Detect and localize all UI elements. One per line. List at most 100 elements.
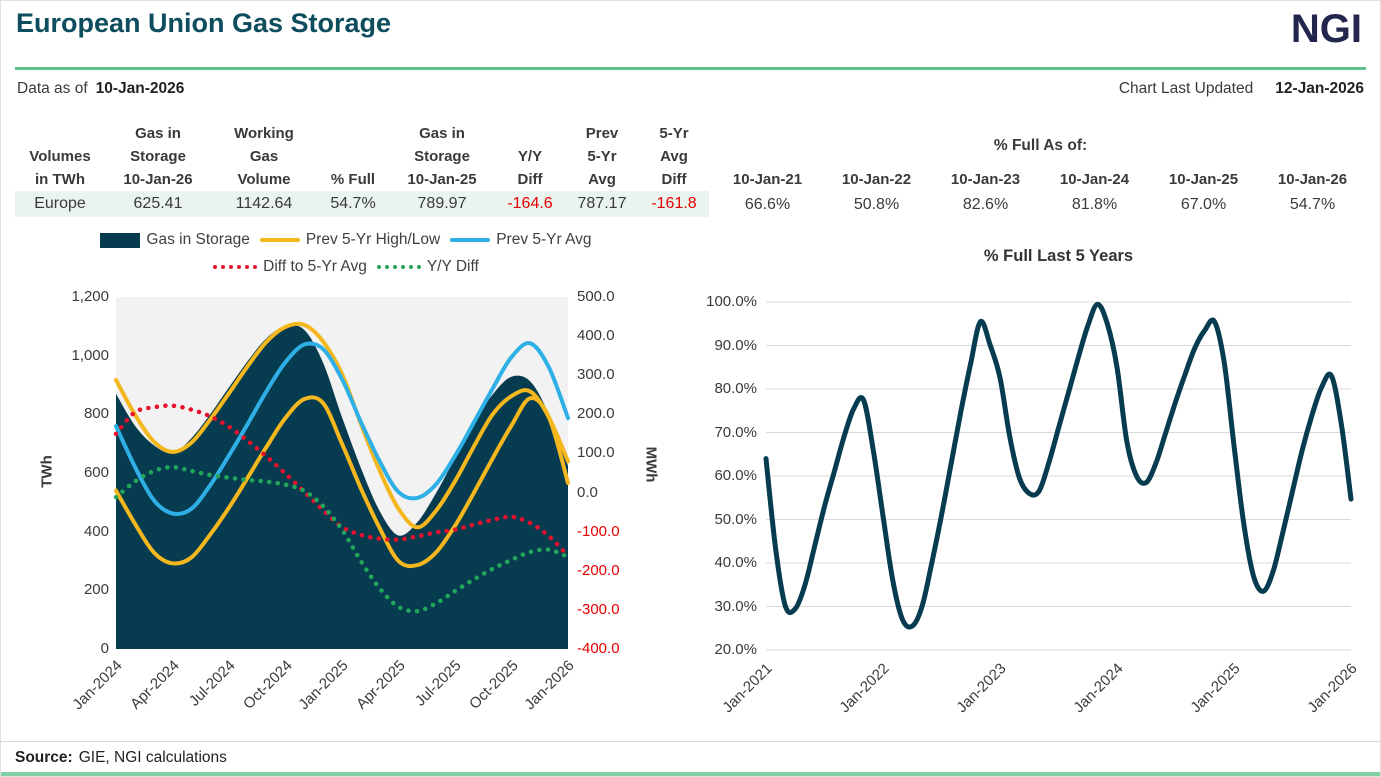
legend-item: Prev 5-Yr Avg [450,231,592,249]
source-note: Source: GIE, NGI calculations [15,749,227,767]
legend-item: Y/Y Diff [376,258,479,276]
left-chart-legend-row-1: Gas in Storage Prev 5-Yr High/Low Prev 5-Y… [31,231,661,249]
y-tick-label: 100.0 [577,444,615,462]
data-as-of: Data as of 10-Jan-2026 [17,80,184,98]
y-tick-label: 400.0 [577,327,615,345]
y-tick-label: -100.0 [577,522,620,540]
y-tick-label: 20.0% [714,641,757,658]
x-tick-label: Jan-2024 [1070,660,1128,717]
series-prev-5-yr-avg [114,341,570,517]
y-tick-label: 200 [83,581,109,599]
y-tick-label: 50.0% [714,510,757,528]
pct-full-date: 10-Jan-23 [950,171,1021,188]
line-swatch-icon [450,238,491,242]
summary-cell: 54.7% [330,195,376,212]
pct-full-values: 66.6% 50.8% 82.6% 81.8% 67.0% 54.7% [713,192,1367,218]
pct-full-title: % Full As of: [993,137,1088,154]
summary-col-header: Gas in Storage 10-Jan-25 [407,125,477,188]
x-tick-label: Apr-2025 [352,657,409,713]
pct-full-date: 10-Jan-25 [1168,171,1239,188]
left-chart-legend-row-2: Diff to 5-Yr Avg Y/Y Diff [31,258,661,276]
x-tick-label: Oct-2024 [239,657,296,713]
x-tick-label: Jan-2021 [719,660,777,717]
y-tick-label: 1,200 [71,288,109,305]
pct-full-date: 10-Jan-22 [841,171,912,188]
pct-full-date: 10-Jan-24 [1059,171,1130,188]
y-tick-label: -300.0 [577,600,620,618]
y-tick-label: 40.0% [714,554,757,571]
summary-table: Volumes in TWh Gas in Storage 10-Jan-26 Wo… [15,119,709,217]
y-tick-label: 400 [83,522,109,540]
x-tick-label: Jan-2026 [1304,660,1362,717]
summary-col-header: Volumes in TWh [29,148,91,188]
y-tick-label: 80.0% [714,380,757,397]
pct-full-value: 66.6% [744,196,791,213]
ngi-logo: NGI [1290,7,1362,51]
dots-swatch-icon [376,265,421,269]
pct-full-dates: 10-Jan-21 10-Jan-22 10-Jan-23 10-Jan-24 10-J… [713,168,1367,191]
legend-label: Gas in Storage [146,231,250,248]
x-tick-label: Jan-2025 [1187,660,1245,717]
summary-table-row-europe: Europe 625.41 1142.64 54.7% 789.97 -164.6 787.… [15,191,709,217]
x-tick-label: Jan-2022 [836,660,894,717]
y-tick-label: 200.0 [577,405,615,423]
pct-full-value: 82.6% [962,196,1009,213]
x-tick-label: Jan-2025 [295,657,353,714]
data-as-of-label: Data as of [17,80,88,97]
x-tick-label: Jul-2025 [412,657,466,710]
series-prev-5-yr-low [114,395,570,569]
y-tick-label: 60.0% [714,467,757,484]
legend-label: Y/Y Diff [426,258,479,275]
pct-full-chart-title: % Full Last 5 Years [983,247,1134,265]
updated-label: Chart Last Updated [1118,80,1254,97]
pct-full-value: 81.8% [1071,196,1118,213]
legend-item: Prev 5-Yr High/Low [259,231,440,249]
y-tick-label: -200.0 [577,561,620,579]
y-tick-label: 0 [100,640,109,657]
source-label: Source: [15,749,73,766]
pct-full-value: 67.0% [1180,196,1227,213]
header-divider [15,67,1366,70]
x-tick-label: Oct-2025 [465,657,522,713]
page-title: European Union Gas Storage [16,8,392,38]
summary-cell: Europe [34,195,86,212]
storage-chart [113,297,571,649]
y-tick-label: 100.0% [706,293,757,310]
data-as-of-value: 10-Jan-2026 [95,80,185,97]
y-tick-label: 30.0% [714,597,757,615]
y-tick-label: 0.0 [577,483,598,501]
summary-col-header: 5-Yr Avg Diff [659,125,689,188]
x-tick-label: Jul-2024 [186,657,240,710]
pct-full-date: 10-Jan-21 [732,171,803,188]
source-value: GIE, NGI calculations [78,749,227,766]
summary-cell: -161.8 [651,195,697,212]
series-diff-to-5-yr-avg [113,403,571,559]
y-tick-label: 600 [83,464,109,481]
x-tick-label: Jan-2024 [69,657,127,714]
summary-cell: 625.41 [133,195,183,212]
summary-cell: 1142.64 [235,195,293,212]
y-tick-label: 800 [83,405,109,423]
x-tick-label: Jan-2026 [521,657,579,714]
summary-cell: 789.97 [417,195,467,212]
legend-item: Diff to 5-Yr Avg [213,258,367,276]
y-tick-label: 300.0 [577,366,615,384]
summary-table-headers: Volumes in TWh Gas in Storage 10-Jan-26 Wo… [15,119,709,191]
series-prev-5-yr-high [114,321,570,530]
summary-cell: -164.6 [507,195,553,212]
chart-last-updated: Chart Last Updated 12-Jan-2026 [1119,80,1364,98]
info-bar: Data as of 10-Jan-2026 Chart Last Updated… [17,80,1364,98]
y-tick-label: -400.0 [577,640,620,657]
summary-col-header: Y/Y Diff [517,148,543,188]
y-tick-label: 500.0 [577,288,615,305]
dots-swatch-icon [213,265,258,269]
area-swatch-icon [100,232,141,248]
left-chart-yaxis2-label: MWh [642,446,660,483]
updated-value: 12-Jan-2026 [1275,80,1364,97]
series-gas-in-storage [116,325,568,649]
summary-col-header: Working Gas Volume [234,125,294,188]
pct-full-chart [763,301,1354,651]
x-tick-label: Apr-2024 [126,657,183,713]
bottom-accent-bar [1,772,1380,776]
